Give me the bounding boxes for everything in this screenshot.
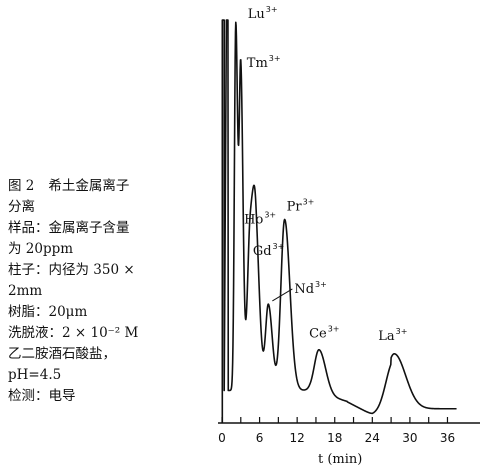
peak-label-ce: Ce3+: [309, 325, 339, 342]
peak-label-nd: Nd3+: [294, 280, 327, 297]
resin-info: 树脂：20μm: [8, 304, 88, 320]
column-info: 柱子：内径为 350 ×: [8, 262, 135, 278]
peak-label-tm: Tm3+: [247, 54, 281, 71]
peak-label-pr: Pr3+: [287, 198, 315, 215]
eluent-info-cont: 乙二胺酒石酸盐，: [8, 346, 116, 362]
peak-label-ho: Ho3+: [244, 211, 276, 228]
x-tick-label: 24: [365, 431, 380, 445]
x-tick-label: 18: [327, 431, 342, 445]
x-axis-title: t (min): [318, 452, 362, 467]
peak-label-lu: Lu3+: [248, 5, 278, 22]
figure-title-cont: 分离: [8, 199, 35, 215]
figure-title: 希土金属离子: [48, 178, 130, 194]
peak-pointer-nd: [272, 288, 293, 302]
chromatogram-trace: [221, 19, 458, 423]
eluent-info: 洗脱液：2 × 10⁻² M: [8, 325, 139, 341]
sample-info-cont: 为 20ppm: [8, 241, 74, 257]
x-tick-label: 36: [440, 431, 455, 445]
x-tick-label: 6: [256, 431, 264, 445]
detection-info: 检测：电导: [8, 388, 76, 404]
peak-label-la: La3+: [378, 327, 407, 344]
peak-label-gd: Gd3+: [253, 242, 285, 259]
x-tick-label: 30: [402, 431, 417, 445]
x-tick-label: 0: [218, 431, 226, 445]
column-info-cont: 2mm: [8, 283, 43, 299]
x-tick-label: 12: [290, 431, 305, 445]
figure-caption: 图 2 希土金属离子 分离 样品：金属离子含量 为 20ppm 柱子：内径为 35…: [8, 176, 208, 407]
eluent-ph: pH=4.5: [8, 367, 62, 383]
sample-info: 样品：金属离子含量: [8, 220, 130, 236]
figure-label: 图 2: [8, 178, 35, 194]
